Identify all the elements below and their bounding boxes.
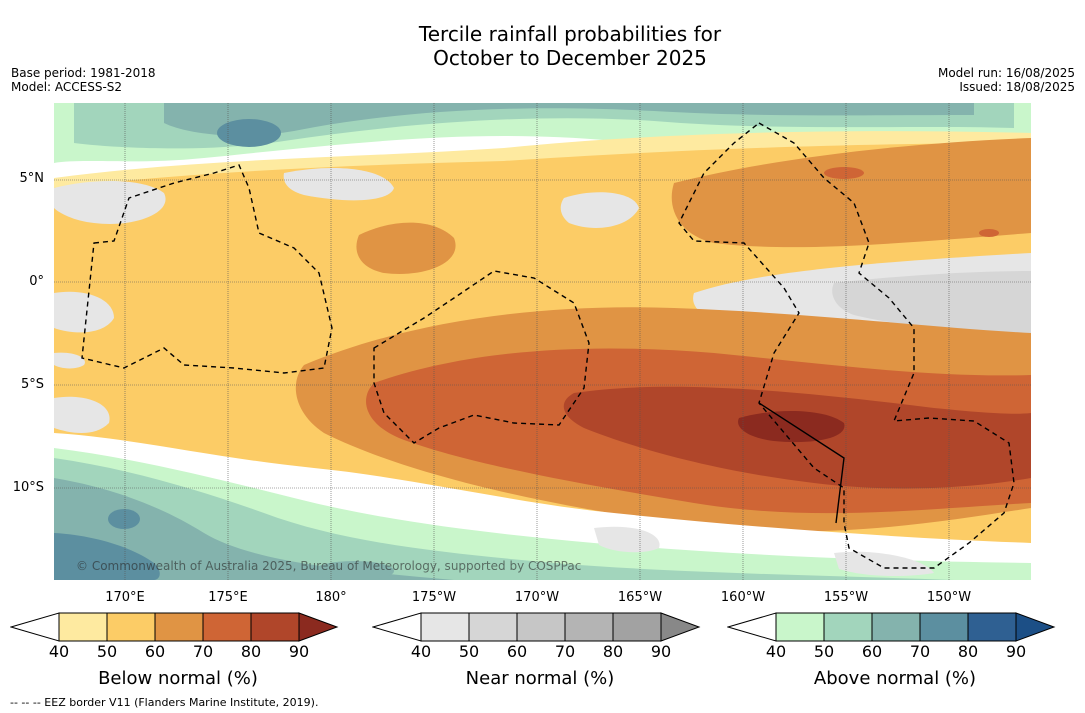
colorbar-extend-high [660, 612, 701, 642]
colorbar-below-normal-swatches [9, 612, 339, 642]
base-period-text: Base period: 1981-2018 [11, 66, 156, 80]
near-normal-patch-west [54, 181, 166, 224]
colorbar-tick-label: 90 [1005, 642, 1027, 661]
colorbar-above-normal [726, 612, 1067, 648]
colorbar-tick-label: 40 [48, 642, 70, 661]
map-title-line1: Tercile rainfall probabilities for [418, 22, 722, 46]
colorbar-swatch [919, 612, 969, 642]
lon-label-170e: 170°E [105, 590, 145, 605]
lat-label-10s: 10°S [12, 480, 44, 495]
colorbar-swatch [202, 612, 252, 642]
lon-label-165w: 165°W [617, 590, 663, 605]
colorbar-extend-low [726, 612, 777, 642]
lon-label-175w: 175°W [411, 590, 457, 605]
copyright-text: © Commonwealth of Australia 2025, Bureau… [76, 559, 582, 573]
colorbar-tick-label: 40 [765, 642, 787, 661]
lat-label-0: 0° [29, 274, 44, 289]
near-normal-label: Near normal (%) [465, 668, 615, 689]
lat-label-5n: 5°N [19, 171, 45, 186]
colorbar-tick-label: 70 [554, 642, 576, 661]
colorbar-swatch [871, 612, 921, 642]
colorbar-tick-label: 80 [240, 642, 262, 661]
colorbar-tick-label: 50 [458, 642, 480, 661]
colorbar-extend-high [1015, 612, 1056, 642]
model-run-text: Model run: 16/08/2025 [937, 66, 1075, 80]
eez-legend-text: -- -- -- EEZ border V11 (Flanders Marine… [10, 696, 319, 709]
map-title-line2: October to December 2025 [433, 46, 707, 70]
lon-label-150w: 150°W [926, 590, 972, 605]
colorbar-below-normal [9, 612, 350, 648]
colorbar-tick-label: 50 [96, 642, 118, 661]
above-normal-label: Above normal (%) [813, 668, 977, 689]
meta-left: Base period: 1981-2018 Model: ACCESS-S2 [11, 66, 156, 94]
colorbar-swatch [823, 612, 873, 642]
colorbar-near-normal-swatches [371, 612, 701, 642]
lon-label-180: 180° [315, 590, 347, 605]
above-normal-north-core [217, 119, 281, 147]
colorbar-tick-label: 70 [909, 642, 931, 661]
lat-label-5s: 5°S [20, 377, 44, 392]
colorbar-swatch [106, 612, 156, 642]
lon-label-155w: 155°W [823, 590, 869, 605]
colorbar-tick-label: 80 [957, 642, 979, 661]
lon-label-170w: 170°W [514, 590, 560, 605]
eez-solid-border [758, 402, 845, 524]
colorbar-tick-label: 60 [506, 642, 528, 661]
colorbar-swatch [775, 612, 825, 642]
colorbar-swatch [154, 612, 204, 642]
colorbar-tick-label: 60 [861, 642, 883, 661]
lon-label-160w: 160°W [720, 590, 766, 605]
colorbar-tick-label: 60 [144, 642, 166, 661]
colorbar-swatch [612, 612, 662, 642]
meta-right: Model run: 16/08/2025 Issued: 18/08/2025 [938, 66, 1075, 94]
colorbar-swatch [967, 612, 1017, 642]
colorbar-tick-label: 50 [813, 642, 835, 661]
colorbar-swatch [58, 612, 108, 642]
colorbar-swatch [420, 612, 470, 642]
rainfall-probability-map [54, 103, 1031, 580]
lon-label-175e: 175°E [208, 590, 248, 605]
colorbar-tick-label: 90 [650, 642, 672, 661]
colorbar-tick-label: 90 [288, 642, 310, 661]
colorbar-extend-high [298, 612, 339, 642]
colorbar-near-normal [371, 612, 712, 648]
eez-borders [81, 122, 1015, 569]
colorbar-extend-low [9, 612, 60, 642]
colorbar-swatch [468, 612, 518, 642]
model-text: Model: ACCESS-S2 [11, 80, 123, 94]
colorbar-above-normal-swatches [726, 612, 1056, 642]
colorbar-extend-low [371, 612, 422, 642]
colorbar-tick-label: 70 [192, 642, 214, 661]
colorbar-tick-label: 80 [602, 642, 624, 661]
below-normal-label: Below normal (%) [98, 668, 258, 689]
issued-text: Issued: 18/08/2025 [959, 80, 1075, 94]
colorbar-swatch [250, 612, 300, 642]
colorbar-tick-label: 40 [410, 642, 432, 661]
map-gridlines [54, 103, 1031, 580]
colorbar-swatch [516, 612, 566, 642]
colorbar-swatch [564, 612, 614, 642]
